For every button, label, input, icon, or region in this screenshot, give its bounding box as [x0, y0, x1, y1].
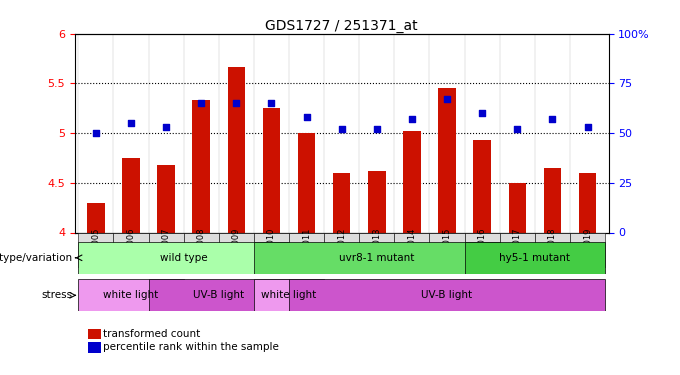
- Point: [441, 96, 452, 102]
- Bar: [298, 133, 316, 232]
- Text: GSM81013: GSM81013: [373, 228, 381, 273]
- Text: GSM81016: GSM81016: [477, 228, 487, 273]
- Bar: [464, 242, 605, 274]
- Bar: [570, 232, 605, 268]
- Point: [407, 116, 418, 122]
- Bar: [324, 232, 359, 268]
- Bar: [403, 131, 421, 232]
- Bar: [87, 203, 105, 232]
- Point: [337, 126, 347, 132]
- Bar: [359, 232, 394, 268]
- Bar: [228, 66, 245, 232]
- Point: [231, 100, 242, 106]
- Bar: [509, 183, 526, 232]
- Text: stress: stress: [41, 290, 73, 300]
- Text: UV-B light: UV-B light: [193, 290, 244, 300]
- Point: [477, 110, 488, 116]
- Bar: [148, 232, 184, 268]
- Text: uvr8-1 mutant: uvr8-1 mutant: [339, 253, 415, 263]
- Bar: [473, 140, 491, 232]
- Point: [126, 120, 137, 126]
- Text: GSM81012: GSM81012: [337, 228, 346, 273]
- Text: wild type: wild type: [160, 253, 207, 263]
- Text: transformed count: transformed count: [103, 329, 201, 339]
- Point: [582, 124, 593, 130]
- Bar: [535, 232, 570, 268]
- Bar: [192, 100, 210, 232]
- Text: GSM81017: GSM81017: [513, 228, 522, 273]
- Bar: [254, 232, 289, 268]
- Bar: [114, 232, 148, 268]
- Point: [547, 116, 558, 122]
- Bar: [289, 232, 324, 268]
- Bar: [219, 232, 254, 268]
- Bar: [394, 232, 430, 268]
- Text: UV-B light: UV-B light: [422, 290, 473, 300]
- Text: hy5-1 mutant: hy5-1 mutant: [499, 253, 571, 263]
- Text: GSM81008: GSM81008: [197, 228, 206, 273]
- Bar: [78, 279, 184, 311]
- Bar: [333, 173, 350, 232]
- Bar: [500, 232, 535, 268]
- Text: GSM81014: GSM81014: [407, 228, 416, 273]
- Text: white light: white light: [261, 290, 317, 300]
- Bar: [543, 168, 561, 232]
- Point: [90, 130, 101, 136]
- Bar: [439, 88, 456, 232]
- Text: GSM81005: GSM81005: [91, 228, 101, 273]
- Title: GDS1727 / 251371_at: GDS1727 / 251371_at: [265, 19, 418, 33]
- Bar: [122, 158, 140, 232]
- Text: GSM81011: GSM81011: [302, 228, 311, 273]
- Text: GSM81007: GSM81007: [162, 228, 171, 273]
- Text: GSM81018: GSM81018: [548, 228, 557, 273]
- Bar: [78, 242, 289, 274]
- Text: GSM81019: GSM81019: [583, 228, 592, 273]
- Bar: [289, 279, 605, 311]
- Point: [371, 126, 382, 132]
- Text: GSM81009: GSM81009: [232, 228, 241, 273]
- Bar: [262, 108, 280, 232]
- Text: GSM81015: GSM81015: [443, 228, 452, 273]
- Text: GSM81010: GSM81010: [267, 228, 276, 273]
- Bar: [430, 232, 464, 268]
- Bar: [148, 279, 289, 311]
- Bar: [254, 279, 324, 311]
- Bar: [464, 232, 500, 268]
- Text: GSM81006: GSM81006: [126, 228, 135, 273]
- Text: white light: white light: [103, 290, 158, 300]
- Bar: [579, 173, 596, 232]
- Text: percentile rank within the sample: percentile rank within the sample: [103, 342, 279, 352]
- Point: [196, 100, 207, 106]
- Bar: [184, 232, 219, 268]
- Point: [301, 114, 312, 120]
- Point: [160, 124, 171, 130]
- Bar: [157, 165, 175, 232]
- Bar: [78, 232, 114, 268]
- Point: [512, 126, 523, 132]
- Point: [266, 100, 277, 106]
- Bar: [254, 242, 500, 274]
- Bar: [368, 171, 386, 232]
- Text: genotype/variation: genotype/variation: [0, 253, 73, 263]
